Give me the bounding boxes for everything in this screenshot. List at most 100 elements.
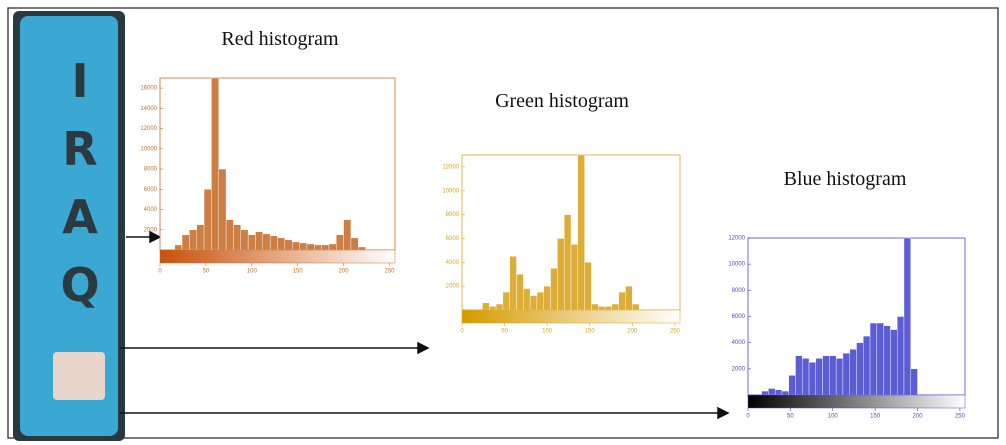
bar — [870, 323, 877, 395]
figure-canvas: Red histogram200040006000800010000120001… — [0, 0, 1006, 445]
y-tick-label: 16000 — [140, 86, 157, 92]
bar — [530, 296, 537, 310]
x-tick-label: 100 — [828, 414, 839, 420]
bar — [197, 225, 204, 250]
plate-sticker — [53, 352, 105, 400]
x-tick-label: 250 — [955, 414, 966, 420]
bar — [263, 234, 270, 250]
y-tick-label: 2000 — [732, 366, 746, 372]
x-tick-label: 50 — [203, 269, 210, 275]
bar — [344, 220, 351, 250]
bar — [482, 303, 489, 310]
y-tick-label: 2000 — [446, 284, 460, 290]
bar — [890, 330, 897, 395]
bar — [571, 244, 578, 310]
x-tick-label: 50 — [787, 414, 794, 420]
bar — [850, 349, 857, 395]
bar — [782, 391, 789, 395]
bar — [496, 304, 503, 310]
chart-title: Blue histogram — [784, 168, 907, 190]
colorbar — [160, 250, 395, 263]
bar — [233, 225, 240, 250]
bar — [843, 353, 850, 395]
bar — [632, 304, 639, 310]
y-tick-label: 4000 — [446, 260, 460, 266]
bar — [544, 286, 551, 310]
bar — [255, 232, 262, 250]
bar — [189, 230, 196, 250]
figure: Red histogram200040006000800010000120001… — [0, 0, 1006, 445]
x-tick-label: 250 — [384, 269, 395, 275]
bar — [523, 289, 530, 310]
bar — [802, 358, 809, 395]
arrow-head — [150, 232, 160, 242]
bar — [884, 326, 891, 395]
x-tick-label: 0 — [158, 269, 162, 275]
bar — [598, 306, 605, 310]
bar — [775, 390, 782, 395]
bar — [314, 245, 321, 250]
bar — [768, 388, 775, 395]
bar — [503, 292, 510, 310]
bar — [626, 286, 633, 310]
y-tick-label: 10000 — [442, 188, 459, 194]
y-tick-label: 10000 — [140, 146, 157, 152]
bar — [557, 238, 564, 310]
bar — [211, 78, 218, 250]
y-tick-label: 10000 — [728, 262, 745, 268]
y-tick-label: 12000 — [140, 126, 157, 132]
bar — [585, 262, 592, 310]
x-tick-label: 150 — [293, 269, 304, 275]
bar — [829, 356, 836, 395]
y-tick-label: 6000 — [732, 314, 746, 320]
bar — [322, 245, 329, 250]
arrow-head — [718, 408, 728, 418]
x-tick-label: 150 — [870, 414, 881, 420]
y-tick-label: 14000 — [140, 106, 157, 112]
bar — [605, 306, 612, 310]
y-tick-label: 4000 — [144, 207, 158, 213]
colorbar — [462, 310, 680, 323]
y-tick-label: 8000 — [144, 167, 158, 173]
y-tick-label: 12000 — [442, 165, 459, 171]
bar — [248, 235, 255, 250]
bar — [564, 215, 571, 310]
bar — [537, 292, 544, 310]
y-tick-label: 2000 — [144, 227, 158, 233]
y-tick-label: 8000 — [732, 288, 746, 294]
plot-frame — [160, 78, 395, 250]
x-tick-label: 0 — [460, 329, 464, 335]
bar — [517, 274, 524, 310]
bar — [489, 306, 496, 310]
arrow-head — [418, 343, 428, 353]
x-tick-label: 50 — [501, 329, 508, 335]
y-tick-label: 6000 — [446, 236, 460, 242]
bar — [809, 362, 816, 395]
bar — [270, 236, 277, 250]
bar — [219, 169, 226, 250]
x-tick-label: 100 — [247, 269, 258, 275]
bar — [591, 304, 598, 310]
bar — [292, 242, 299, 250]
bar — [551, 268, 558, 310]
chart-title: Green histogram — [495, 90, 629, 112]
bar — [241, 230, 248, 250]
y-tick-label: 8000 — [446, 212, 460, 218]
bar — [911, 369, 918, 395]
bar — [904, 238, 911, 395]
bar — [762, 391, 769, 395]
y-tick-label: 6000 — [144, 187, 158, 193]
bar — [877, 323, 884, 395]
bar — [863, 336, 870, 395]
bar — [857, 343, 864, 395]
x-tick-label: 200 — [627, 329, 638, 335]
bar — [182, 235, 189, 250]
bar — [204, 189, 211, 250]
bar — [816, 358, 823, 395]
bar — [351, 238, 358, 250]
x-tick-label: 100 — [542, 329, 553, 335]
chart-title: Red histogram — [221, 28, 339, 50]
bar — [285, 240, 292, 250]
bar — [175, 245, 182, 250]
x-tick-label: 150 — [585, 329, 596, 335]
